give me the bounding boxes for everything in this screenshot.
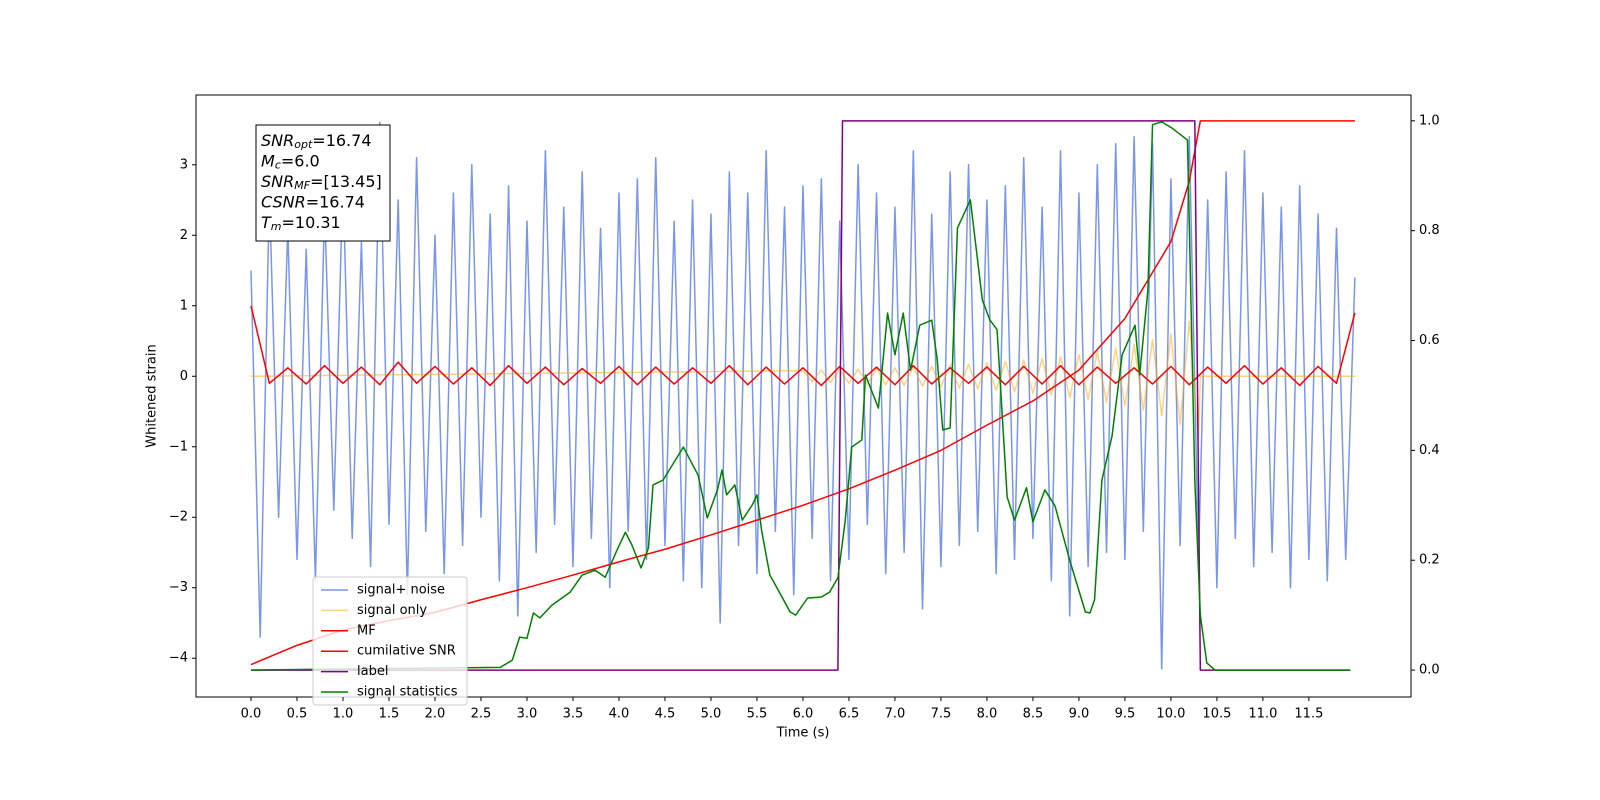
x-tick-label: 4.0 [609,707,630,722]
legend-label: signal only [357,603,427,618]
y2-tick-label: 1.0 [1419,113,1440,128]
y-axis-label: Whitened strain [145,344,160,447]
y-tick-label: −1 [169,439,188,454]
annotation-line: Tm=10.31 [261,213,341,234]
axes-frame [195,94,1412,698]
annotation-main: M [261,151,275,170]
x-tick-label: 9.0 [1069,707,1090,722]
y-tick-label: 3 [180,157,188,172]
annotation-rest: =6.0 [281,151,320,170]
annotation-sub: MF [294,179,310,192]
series-line [250,121,1356,670]
annotation-main: CSNR [261,192,306,211]
x-tick-label: 1.0 [333,707,354,722]
x-tick-label: 9.5 [1115,707,1136,722]
annotation-main: SNR [261,131,294,150]
y2-tick-label: 0.2 [1419,553,1440,568]
y2-tick-label: 0.0 [1419,663,1440,678]
legend-label: cumilative SNR [357,644,456,659]
series-line [250,305,1356,387]
legend: signal+ noise signal only MF cumilative SNR… [312,576,468,706]
series-line [251,121,1351,671]
annotation-rest: =[13.45] [310,172,382,191]
x-tick-label: 8.0 [977,707,998,722]
legend-label: signal statistics [357,685,458,700]
x-tick-label: 6.0 [793,707,814,722]
y-tick-label: −3 [169,580,188,595]
x-tick-label: 10.5 [1202,707,1231,722]
y-tick-label: −2 [169,510,188,525]
annotation-main: SNR [261,172,294,191]
annotation-rest: =16.74 [306,192,365,211]
x-tick-label: 0.0 [241,707,262,722]
x-tick-label: 1.5 [379,707,400,722]
x-tick-label: 3.0 [517,707,538,722]
x-tick-label: 11.0 [1248,707,1277,722]
annotation-line: CSNR=16.74 [261,192,365,211]
y-tick-label: 1 [180,298,188,313]
y-tick-label: 2 [180,228,188,243]
annotation-sub: m [271,220,282,233]
series-line [251,320,1355,441]
y2-tick-label: 0.8 [1419,223,1440,238]
annotation-line: Mc=6.0 [261,151,320,172]
annotation-sub: c [275,159,281,172]
annotation-main: T [261,213,272,232]
x-tick-label: 2.0 [425,707,446,722]
y-tick-label: −4 [169,651,188,666]
x-axis-label: Time (s) [776,726,830,741]
x-tick-label: 5.0 [701,707,722,722]
annotation-rest: =16.74 [312,131,371,150]
x-tick-label: 0.5 [287,707,308,722]
legend-label: MF [357,623,376,638]
x-tick-label: 2.5 [471,707,492,722]
legend-label: label [357,664,388,679]
y2-tick-label: 0.4 [1419,443,1440,458]
x-tick-label: 4.5 [655,707,676,722]
legend-frame [312,576,468,706]
x-tick-label: 5.5 [747,707,768,722]
annotation-line: SNRMF=[13.45] [261,172,382,193]
y2-tick-label: 0.6 [1419,333,1440,348]
x-tick-label: 11.5 [1294,707,1323,722]
annotation-frame [255,124,391,242]
x-tick-label: 3.5 [563,707,584,722]
x-tick-label: 6.5 [839,707,860,722]
x-tick-label: 7.0 [885,707,906,722]
annotation-rest: =10.31 [282,213,341,232]
y-tick-label: 0 [180,369,188,384]
annotation-sub: opt [294,138,313,151]
legend-label: signal+ noise [357,583,445,598]
x-tick-label: 7.5 [931,707,952,722]
x-tick-label: 10.0 [1156,707,1185,722]
annotation-box: SNRopt=16.74Mc=6.0SNRMF=[13.45]CSNR=16.7… [255,124,391,242]
annotation-line: SNRopt=16.74 [261,131,372,152]
x-tick-label: 8.5 [1023,707,1044,722]
